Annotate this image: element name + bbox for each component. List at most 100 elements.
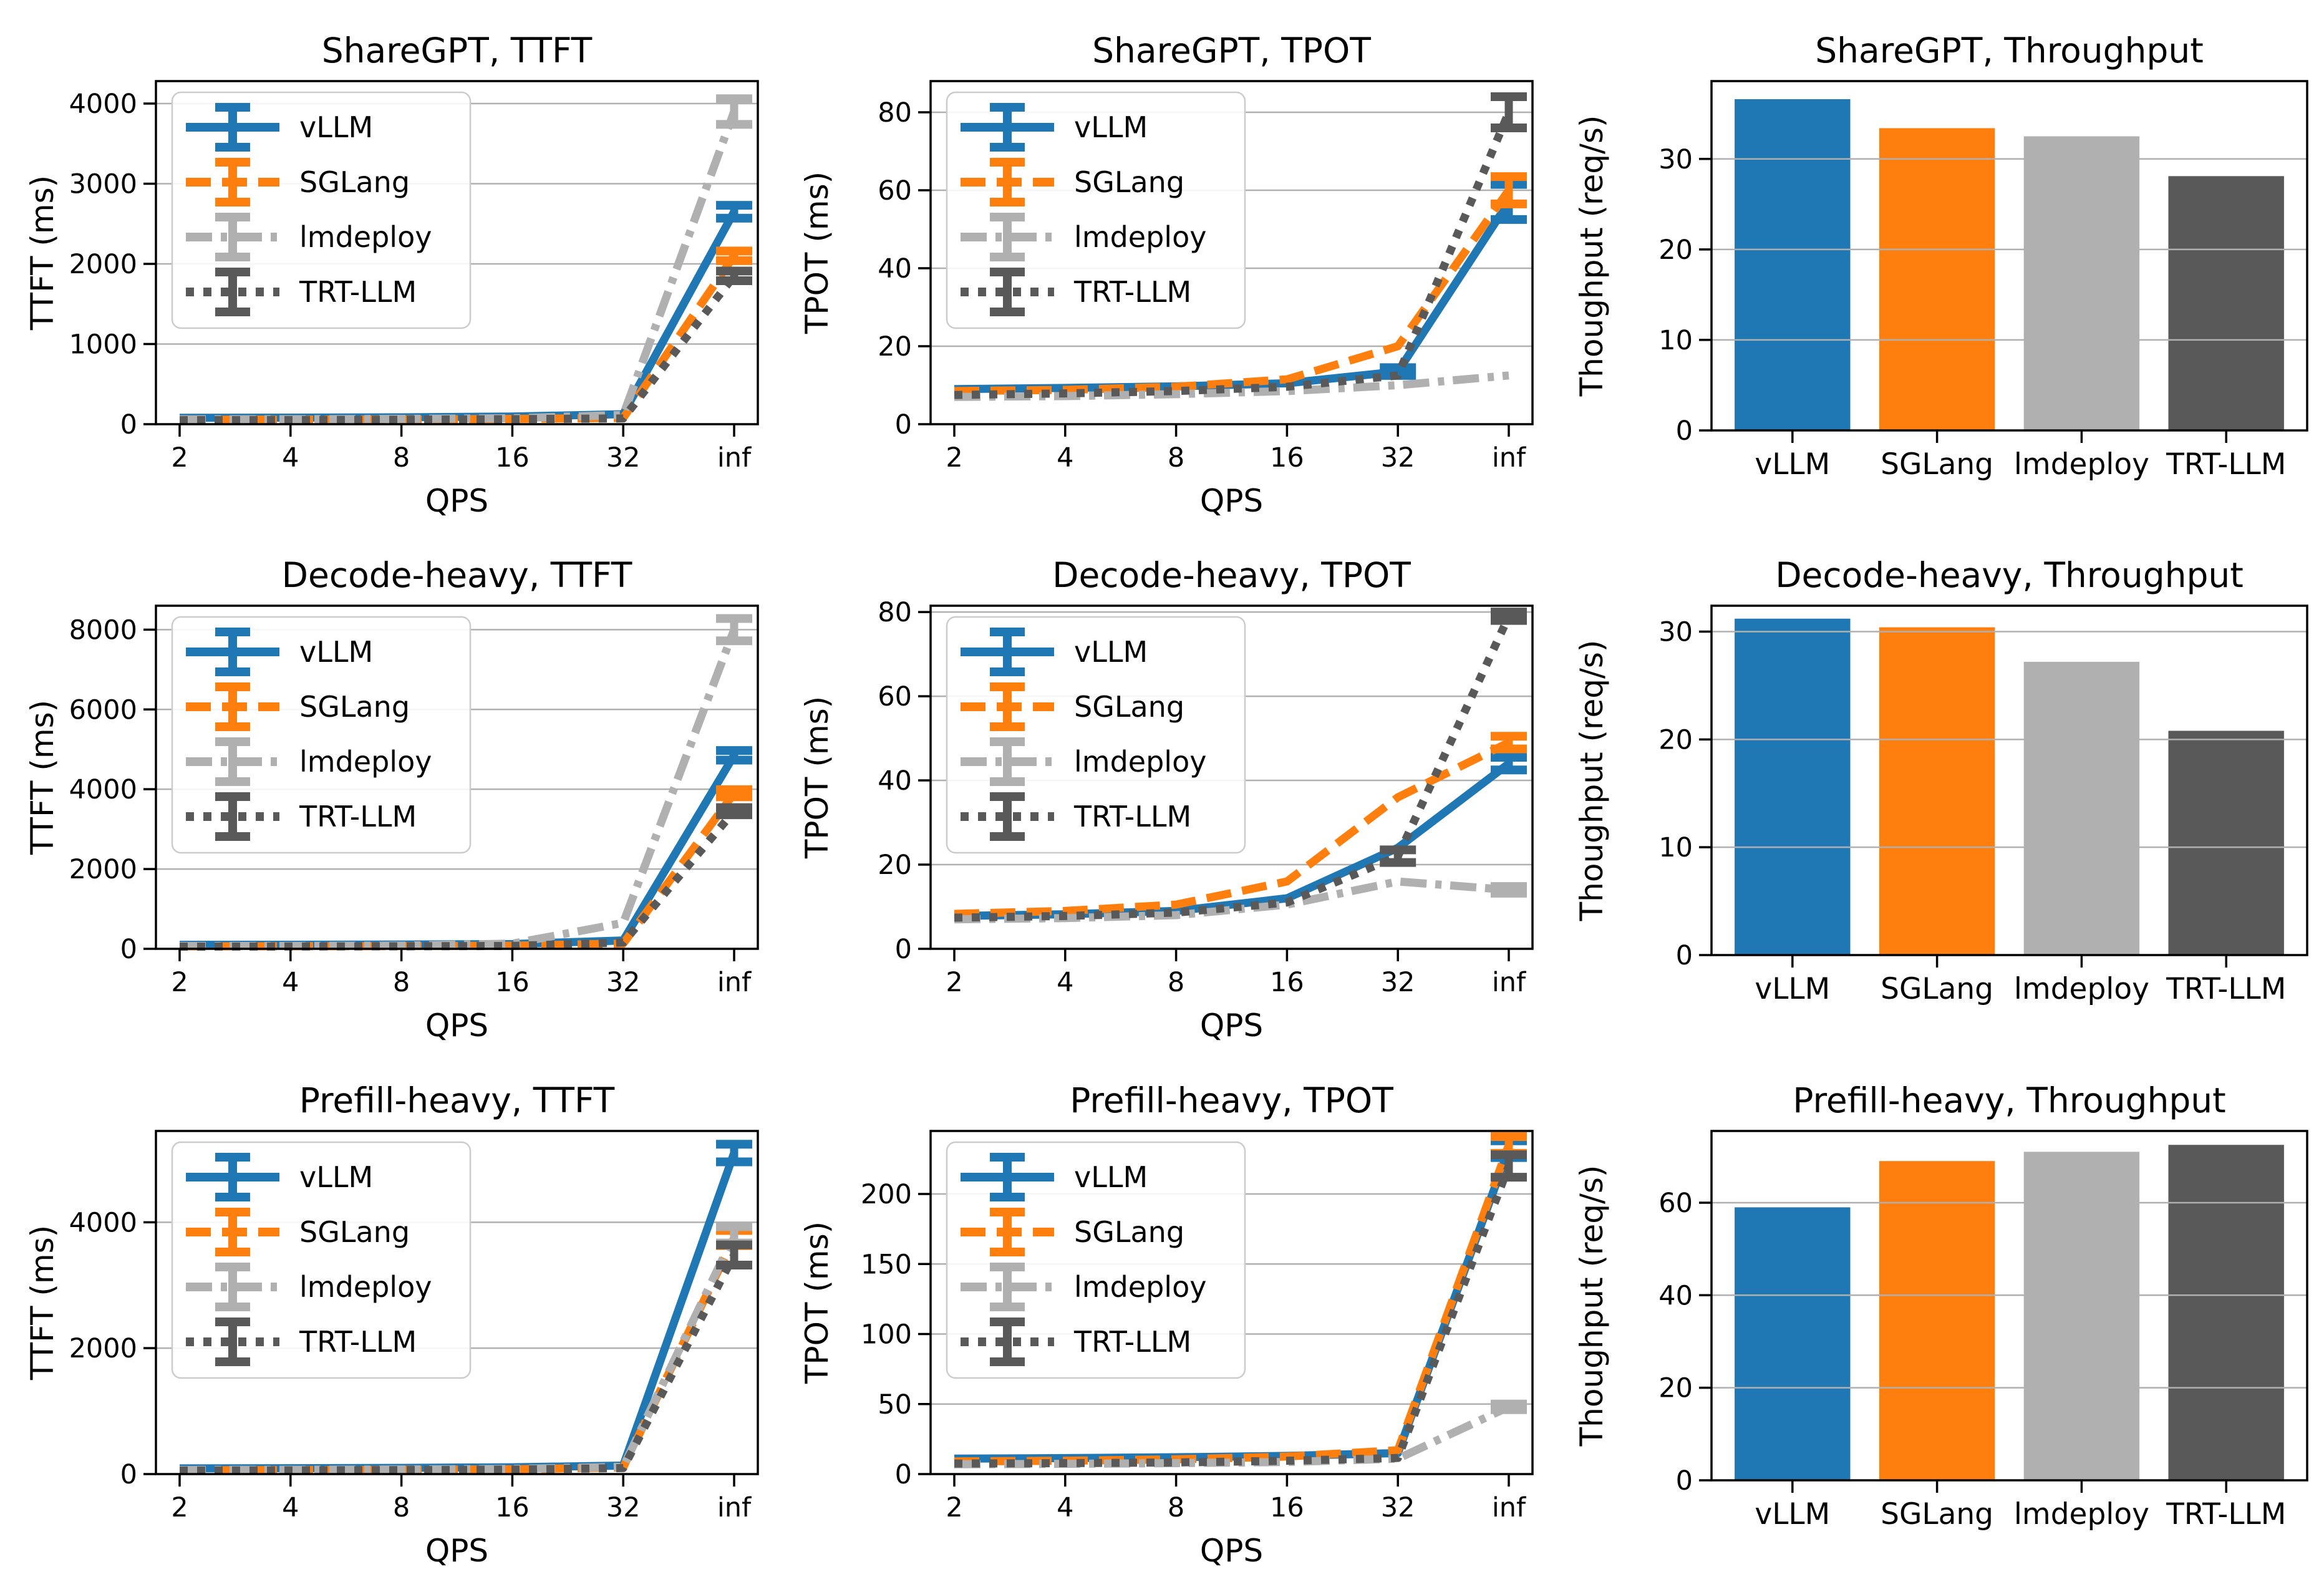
legend-label-lmdeploy: lmdeploy — [299, 745, 432, 779]
series-line-lmdeploy — [954, 371, 1509, 401]
x-tick-label: 16 — [1270, 442, 1304, 473]
y-tick-label: 0 — [1676, 415, 1693, 447]
chart-canvas: Prefill-heavy, Throughput Thoughput (req/… — [1574, 1080, 2308, 1531]
y-tick-label: 0 — [1676, 940, 1693, 971]
y-tick-label: 4000 — [69, 89, 137, 120]
y-tick-label: 2000 — [69, 1333, 137, 1364]
errorbar-marker-icon — [186, 1263, 279, 1311]
series-lmdeploy — [954, 1399, 1527, 1468]
x-category-label: lmdeploy — [2014, 972, 2149, 1006]
legend: vLLM SGLang lmdeploy TRT-LLM — [946, 1141, 1246, 1379]
bar-trt-llm — [2168, 176, 2284, 430]
x-axis-label: QPS — [425, 1007, 488, 1044]
x-tick-label: inf — [717, 967, 752, 998]
x-tick-label: 8 — [393, 967, 410, 998]
y-tick-label: 20 — [878, 331, 912, 362]
y-tick-label: 40 — [878, 765, 912, 797]
x-category-label: SGLang — [1881, 1497, 1993, 1531]
legend-label-sglang: SGLang — [1074, 690, 1184, 724]
series-lmdeploy — [954, 371, 1509, 401]
errorbar-marker-icon — [961, 103, 1054, 152]
legend-entry-vllm: vLLM — [961, 628, 1148, 676]
chart-title: ShareGPT, Throughput — [1815, 31, 2204, 70]
legend-label-sglang: SGLang — [1074, 1215, 1184, 1249]
x-category-label: TRT-LLM — [2166, 447, 2286, 482]
plot-border — [1710, 1130, 2308, 1482]
legend-label-trt-llm: TRT-LLM — [1073, 800, 1191, 833]
errorbar-marker-icon — [186, 1317, 279, 1366]
errorbar-marker-icon — [186, 213, 279, 261]
legend-label-lmdeploy: lmdeploy — [299, 1270, 432, 1304]
chart-title: Decode-heavy, Throughput — [1775, 555, 2244, 595]
y-tick-label: 30 — [1658, 616, 1693, 648]
chart-title: Decode-heavy, TPOT — [1052, 555, 1411, 595]
legend-label-trt-llm: TRT-LLM — [1073, 1325, 1191, 1359]
x-tick-label: 32 — [1381, 1492, 1415, 1523]
legend-entry-vllm: vLLM — [186, 103, 373, 152]
x-tick-label: 8 — [1168, 1492, 1184, 1523]
x-category-label: TRT-LLM — [2166, 1497, 2286, 1531]
legend-entry-sglang: SGLang — [961, 682, 1184, 731]
x-tick-label: 2 — [171, 967, 188, 998]
errorbar-marker-icon — [186, 682, 279, 731]
errorbar-marker-icon — [961, 268, 1054, 316]
errorbar-marker-icon — [186, 1153, 279, 1201]
legend-label-vllm: vLLM — [1074, 635, 1148, 669]
y-tick-label: 20 — [1658, 235, 1693, 266]
x-tick-label: inf — [717, 1492, 752, 1523]
y-tick-label: 0 — [120, 1459, 137, 1490]
legend-entry-trt-llm: TRT-LLM — [186, 792, 417, 841]
y-tick-label: 60 — [878, 175, 912, 206]
bar-vllm — [1735, 99, 1851, 430]
legend-entry-vllm: vLLM — [186, 628, 373, 676]
legend-entry-sglang: SGLang — [186, 682, 410, 731]
legend-entry-vllm: vLLM — [186, 1153, 373, 1201]
x-tick-label: 16 — [495, 1492, 530, 1523]
y-tick-label: 2000 — [69, 249, 137, 280]
y-tick-label: 20 — [1658, 1373, 1693, 1404]
subplot-sharegpt-throughput: ShareGPT, Throughput Thoughput (req/s) 0 10… — [1549, 0, 2324, 525]
y-tick-label: 80 — [878, 597, 912, 628]
series-trt-llm — [179, 266, 752, 425]
x-tick-label: 8 — [1168, 442, 1184, 473]
y-tick-label: 30 — [1658, 144, 1693, 175]
x-axis-label: QPS — [1200, 1533, 1263, 1569]
errorbar-marker-icon — [961, 682, 1054, 731]
chart-canvas: Decode-heavy, Throughput Thoughput (req/s… — [1574, 555, 2308, 1006]
plot-border — [929, 1130, 1534, 1475]
x-category-label: SGLang — [1881, 972, 1993, 1006]
legend-entry-trt-llm: TRT-LLM — [961, 268, 1191, 316]
y-axis-label: TPOT (ms) — [799, 1221, 835, 1384]
x-tick-label: 8 — [1168, 967, 1184, 998]
y-axis-label: Thoughput (req/s) — [1574, 1165, 1610, 1447]
legend: vLLM SGLang lmdeploy TRT-LLM — [171, 616, 472, 854]
series-trt-llm — [954, 608, 1527, 922]
y-tick-label: 40 — [878, 253, 912, 284]
x-axis-label: QPS — [425, 483, 488, 519]
x-tick-label: 4 — [1057, 442, 1073, 473]
chart-title: Prefill-heavy, TTFT — [299, 1080, 615, 1120]
chart-canvas: ShareGPT, TTFT TTFT (ms) 0 1000 2000 3000 4000… — [24, 31, 759, 519]
bar-lmdeploy — [2023, 661, 2140, 955]
x-category-label: TRT-LLM — [2166, 972, 2286, 1006]
x-category-label: SGLang — [1881, 447, 1993, 482]
y-tick-label: 0 — [120, 934, 137, 965]
series-trt-llm — [179, 803, 752, 951]
errorbar-marker-icon — [186, 737, 279, 786]
legend: vLLM SGLang lmdeploy TRT-LLM — [946, 616, 1246, 854]
chart-title: Decode-heavy, TTFT — [282, 555, 632, 595]
series-sglang — [954, 732, 1527, 918]
series-trt-llm — [954, 92, 1527, 399]
x-tick-label: 2 — [171, 442, 188, 473]
x-category-label: vLLM — [1755, 447, 1830, 482]
chart-title: ShareGPT, TPOT — [1092, 31, 1371, 70]
legend-label-sglang: SGLang — [299, 165, 410, 199]
bar-trt-llm — [2168, 1145, 2284, 1480]
chart-canvas: Prefill-heavy, TTFT TTFT (ms) 0 2000 4000 2 4 8… — [24, 1080, 759, 1569]
x-category-label: vLLM — [1755, 1497, 1830, 1531]
x-tick-label: 4 — [1057, 967, 1073, 998]
bar-vllm — [1735, 618, 1851, 955]
errorbar-marker-icon — [961, 1317, 1054, 1366]
subplot-decode-heavy-tpot: Decode-heavy, TPOT TPOT (ms) 0 20 40 60 80 2 4 8 1… — [775, 525, 1549, 1050]
chart-title: ShareGPT, TTFT — [322, 31, 593, 70]
